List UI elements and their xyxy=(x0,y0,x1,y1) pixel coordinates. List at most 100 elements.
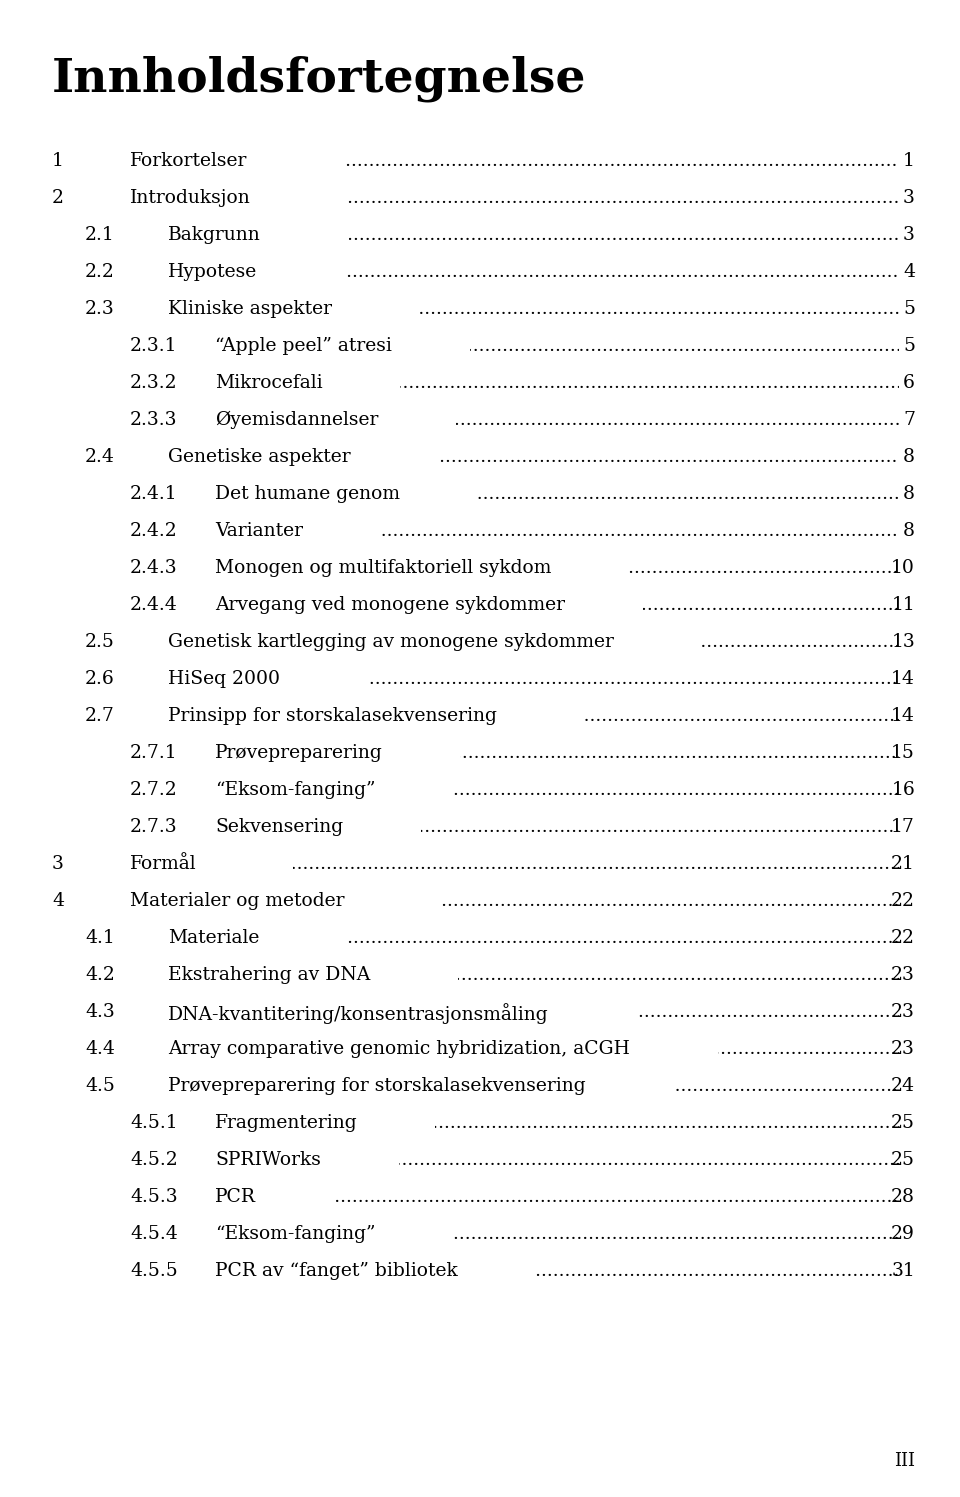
Text: Varianter: Varianter xyxy=(215,522,303,540)
Bar xyxy=(702,632,899,671)
Text: Innholdsfortegnelse: Innholdsfortegnelse xyxy=(52,55,587,102)
Text: 1: 1 xyxy=(52,153,64,171)
Bar xyxy=(344,150,899,189)
Text: ................................................................................: ........................................… xyxy=(0,263,960,281)
Text: 3: 3 xyxy=(52,855,64,873)
Text: ................................................................................: ........................................… xyxy=(0,855,960,873)
Text: 11: 11 xyxy=(891,596,915,614)
Text: 25: 25 xyxy=(891,1114,915,1132)
Text: Kliniske aspekter: Kliniske aspekter xyxy=(168,299,332,317)
Text: 4.4: 4.4 xyxy=(85,1040,115,1058)
Text: 4.5.4: 4.5.4 xyxy=(130,1225,178,1243)
Text: 22: 22 xyxy=(891,930,915,948)
Bar xyxy=(585,705,899,744)
Text: ................................................................................: ........................................… xyxy=(0,485,960,503)
Bar xyxy=(636,1001,899,1040)
Bar xyxy=(420,816,899,855)
Text: 31: 31 xyxy=(891,1262,915,1280)
Text: ................................................................................: ........................................… xyxy=(0,1076,960,1094)
Text: 4: 4 xyxy=(903,263,915,281)
Text: 25: 25 xyxy=(891,1151,915,1169)
Text: 28: 28 xyxy=(891,1189,915,1207)
Text: ................................................................................: ........................................… xyxy=(0,412,960,430)
Text: 10: 10 xyxy=(891,558,915,576)
Text: 2.3.3: 2.3.3 xyxy=(130,412,178,430)
Text: 29: 29 xyxy=(891,1225,915,1243)
Bar xyxy=(674,1075,899,1114)
Bar xyxy=(456,409,899,448)
Text: 13: 13 xyxy=(891,633,915,651)
Text: ................................................................................: ........................................… xyxy=(0,781,960,799)
Text: ................................................................................: ........................................… xyxy=(0,522,960,540)
Text: 2.3: 2.3 xyxy=(85,299,115,317)
Text: ................................................................................: ........................................… xyxy=(0,226,960,244)
Text: 23: 23 xyxy=(891,1003,915,1021)
Bar xyxy=(642,594,899,633)
Bar xyxy=(469,335,899,374)
Text: ................................................................................: ........................................… xyxy=(0,707,960,725)
Text: ................................................................................: ........................................… xyxy=(0,558,960,576)
Text: Genetiske aspekter: Genetiske aspekter xyxy=(168,448,350,466)
Text: DNA-kvantitering/konsentrasjonsmåling: DNA-kvantitering/konsentrasjonsmåling xyxy=(168,1003,548,1024)
Bar xyxy=(346,260,899,299)
Text: III: III xyxy=(894,1452,915,1470)
Text: 2.7.2: 2.7.2 xyxy=(130,781,178,799)
Text: 4.1: 4.1 xyxy=(85,930,115,948)
Text: 14: 14 xyxy=(891,707,915,725)
Text: 4.5: 4.5 xyxy=(85,1076,115,1094)
Text: 2.1: 2.1 xyxy=(85,226,115,244)
Text: ................................................................................: ........................................… xyxy=(0,1040,960,1058)
Text: Monogen og multifaktoriell sykdom: Monogen og multifaktoriell sykdom xyxy=(215,558,551,576)
Bar xyxy=(348,225,899,263)
Text: Ekstrahering av DNA: Ekstrahering av DNA xyxy=(168,966,371,984)
Text: ................................................................................: ........................................… xyxy=(0,448,960,466)
Bar xyxy=(442,891,899,930)
Text: ................................................................................: ........................................… xyxy=(0,1262,960,1280)
Text: Genetisk kartlegging av monogene sykdommer: Genetisk kartlegging av monogene sykdomm… xyxy=(168,633,613,651)
Text: Fragmentering: Fragmentering xyxy=(215,1114,358,1132)
Bar xyxy=(294,853,899,892)
Text: Mikrocefali: Mikrocefali xyxy=(215,374,323,392)
Bar xyxy=(478,484,899,522)
Text: 3: 3 xyxy=(903,189,915,207)
Text: ................................................................................: ........................................… xyxy=(0,337,960,355)
Text: HiSeq 2000: HiSeq 2000 xyxy=(168,671,280,689)
Text: ................................................................................: ........................................… xyxy=(0,374,960,392)
Text: PCR: PCR xyxy=(215,1189,256,1207)
Text: ................................................................................: ........................................… xyxy=(0,189,960,207)
Bar xyxy=(459,964,899,1003)
Text: 21: 21 xyxy=(891,855,915,873)
Bar xyxy=(453,778,899,817)
Text: Øyemisdannelser: Øyemisdannelser xyxy=(215,412,378,430)
Text: ................................................................................: ........................................… xyxy=(0,153,960,171)
Text: 4.2: 4.2 xyxy=(85,966,115,984)
Bar xyxy=(461,743,899,781)
Text: 8: 8 xyxy=(903,448,915,466)
Text: 17: 17 xyxy=(891,817,915,835)
Text: 8: 8 xyxy=(903,485,915,503)
Text: 2.3.2: 2.3.2 xyxy=(130,374,178,392)
Text: 4.5.3: 4.5.3 xyxy=(130,1189,178,1207)
Text: 2.5: 2.5 xyxy=(85,633,115,651)
Text: 14: 14 xyxy=(891,671,915,689)
Bar xyxy=(453,1223,899,1262)
Text: PCR av “fanget” bibliotek: PCR av “fanget” bibliotek xyxy=(215,1262,458,1280)
Text: 1: 1 xyxy=(903,153,915,171)
Text: 15: 15 xyxy=(891,744,915,762)
Text: Prinsipp for storskalasekvensering: Prinsipp for storskalasekvensering xyxy=(168,707,497,725)
Text: Det humane genom: Det humane genom xyxy=(215,485,400,503)
Text: 4.5.5: 4.5.5 xyxy=(130,1262,178,1280)
Text: ................................................................................: ........................................… xyxy=(0,671,960,689)
Text: 2.7.1: 2.7.1 xyxy=(130,744,178,762)
Text: Forkortelser: Forkortelser xyxy=(130,153,248,171)
Text: “Apple peel” atresi: “Apple peel” atresi xyxy=(215,337,392,355)
Text: ................................................................................: ........................................… xyxy=(0,1151,960,1169)
Bar xyxy=(348,927,899,966)
Text: 4.3: 4.3 xyxy=(85,1003,115,1021)
Text: 24: 24 xyxy=(891,1076,915,1094)
Text: ................................................................................: ........................................… xyxy=(0,817,960,835)
Text: 5: 5 xyxy=(903,299,915,317)
Text: Formål: Formål xyxy=(130,855,197,873)
Bar xyxy=(334,1186,899,1225)
Text: “Eksom-fanging”: “Eksom-fanging” xyxy=(215,1225,375,1243)
